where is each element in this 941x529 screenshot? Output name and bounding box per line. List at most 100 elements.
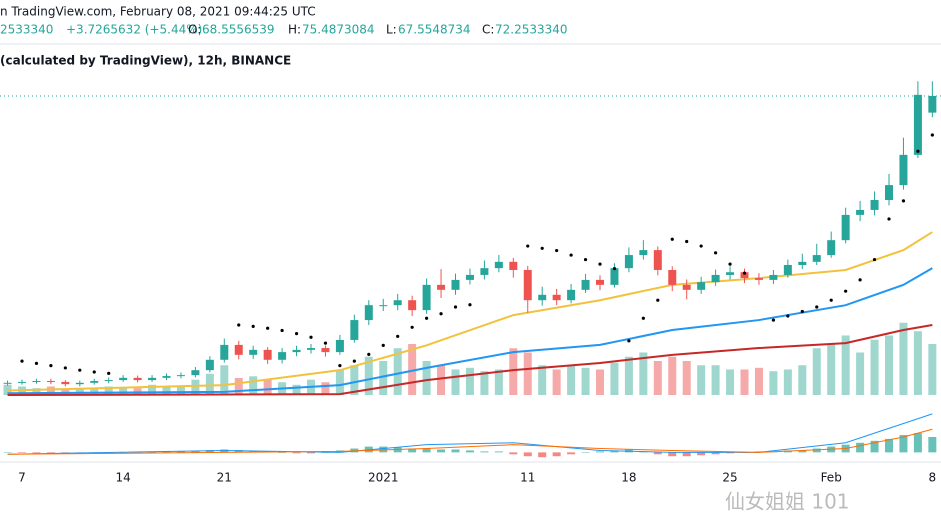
macd-signal-line [7,428,933,455]
candle-body [364,305,373,321]
sar-dot [829,298,833,302]
volume-bar [856,352,865,395]
candle-body [480,268,489,275]
macd-histogram [538,452,547,458]
candle-body [263,349,272,360]
volume-bar [32,388,41,395]
macd-histogram [899,435,908,453]
sar-dot [78,368,82,372]
moving-average [7,267,933,395]
candle-body [798,261,807,265]
volume-bar [624,356,633,395]
volume-bar [119,387,128,395]
candle-body [538,294,547,301]
volume-bar [104,386,113,395]
candle-body [321,348,330,353]
candle-body [552,294,561,301]
candle-body [870,200,879,210]
sar-dot [63,366,67,370]
volume-bar [509,348,518,395]
volume-bar [176,386,185,395]
candle-body [841,214,850,241]
o-value: 68.5556539 [202,23,275,37]
sar-dot [266,326,270,330]
macd-histogram [18,452,26,453]
volume-bar [90,388,99,395]
volume-bar [740,369,749,395]
sar-dot [237,323,241,327]
candle-body [451,279,460,290]
macd-histogram [913,433,922,453]
volume-bar [552,369,561,395]
candle-body [32,381,41,383]
candle-body [307,348,315,350]
study-title: (calculated by TradingView), 12h, BINANC… [0,54,291,68]
candle-body [711,274,720,283]
candle-body [18,381,26,383]
l-label: L: [386,23,397,37]
candle-body [827,240,836,256]
candle-body [220,344,229,360]
x-tick-label: 7 [18,471,26,485]
candle-body [567,289,576,301]
volume-bar [408,344,417,395]
macd-histogram [480,451,489,453]
volume-bar [697,365,706,395]
sar-dot [930,133,934,137]
macd-histogram [885,438,893,453]
sar-dot [92,370,96,374]
x-tick-label: 21 [217,471,232,485]
sar-dot [453,305,458,309]
volume-bar [769,371,778,395]
candle-body [885,185,893,200]
candle-body [639,250,648,256]
macd-histogram [711,452,720,455]
sar-dot [251,324,255,328]
candle-body [726,272,735,275]
candle-body [754,278,763,280]
volume-bar [451,369,460,395]
candle-body [523,269,532,301]
x-tick-label: 18 [621,471,636,485]
sar-dot [367,352,371,356]
candle-body [191,370,200,376]
candle-body [234,344,243,355]
volume-bar [523,352,532,395]
sar-dot [685,239,689,244]
volume-bar [567,365,576,395]
macd-histogram [451,449,460,453]
macd-histogram [205,450,214,453]
sar-dot [425,316,429,320]
candle-body [176,375,185,377]
candle-body [46,381,55,383]
o-label: O: [188,23,201,37]
sar-dot [916,149,920,153]
candle-body [292,349,301,353]
sar-dot [583,257,588,262]
c-label: C: [482,23,494,37]
volume-bar [596,369,604,395]
x-tick-label: 8 [929,471,937,485]
candle-body [408,300,417,311]
volume-bar [653,361,662,395]
last: 2533340 [0,23,53,37]
candle-body [783,265,792,275]
sar-dot [569,253,573,257]
volume-bar [682,361,691,395]
sar-dot [20,359,24,363]
source: n TradingView.com, February 08, 2021 09:… [0,5,316,19]
candle-body [653,250,662,270]
volume-bar [783,369,792,395]
volume-bar [639,352,648,395]
volume-bar [422,361,431,395]
x-tick-label: 2021 [368,471,399,485]
macd-histogram [697,452,706,456]
candle-body [90,381,99,383]
candle-body [668,269,677,285]
candle-body [610,268,619,285]
change: +3.7265632 (+5.44%) [66,23,202,37]
candle-body [913,94,922,155]
macd-histogram [32,452,41,454]
macd-histogram [581,452,590,453]
volume-bar [841,335,850,395]
